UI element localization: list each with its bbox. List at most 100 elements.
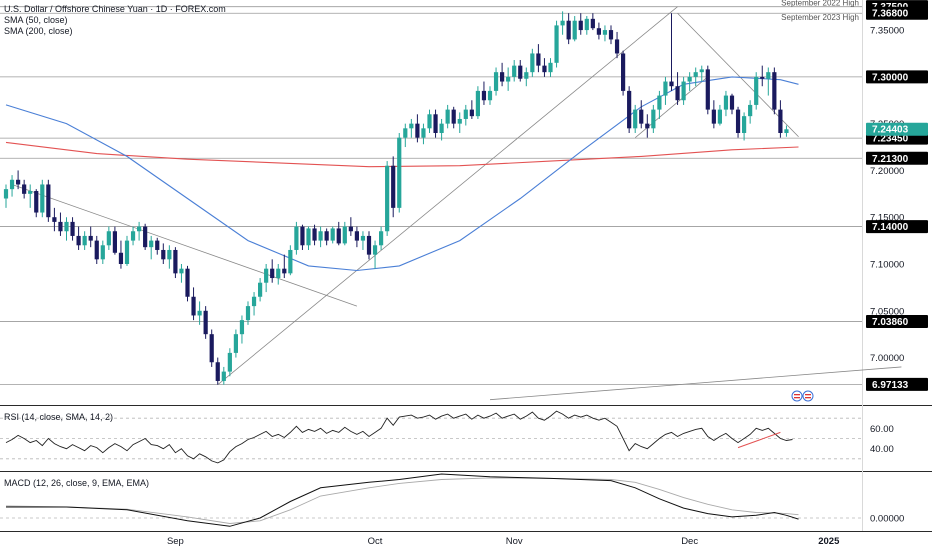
candle-body xyxy=(729,95,735,110)
candle-body xyxy=(336,228,341,244)
candle-body xyxy=(651,109,656,129)
candle-body xyxy=(167,249,172,260)
candle-body xyxy=(221,371,226,381)
last-price-tag-bg xyxy=(866,122,928,136)
candle-body xyxy=(179,268,184,274)
y-tick-label: 7.15000 xyxy=(870,213,904,224)
candle-body xyxy=(149,240,154,248)
candle-body xyxy=(40,184,45,213)
event-flag-stripe xyxy=(805,397,811,399)
candle-body xyxy=(94,240,99,260)
candle-body xyxy=(536,53,541,66)
candle-body xyxy=(614,39,620,54)
price-level-tag-bg xyxy=(866,6,928,20)
trend-line xyxy=(217,6,678,386)
candle-body xyxy=(58,221,63,232)
candle-body xyxy=(608,30,614,40)
macd-line xyxy=(6,473,799,527)
candle-body xyxy=(360,235,366,241)
event-flag-stripe xyxy=(794,394,800,396)
candle-body xyxy=(312,228,317,241)
price-level-tag: 7.36800 xyxy=(872,9,909,20)
candle-body xyxy=(645,123,650,129)
candle-body xyxy=(548,62,553,73)
candle-body xyxy=(493,72,499,91)
candle-body xyxy=(633,109,638,129)
price-level-tag-bg xyxy=(866,151,928,165)
candle-body xyxy=(433,114,438,133)
candle-body xyxy=(699,69,704,73)
event-flag-icon xyxy=(791,390,803,402)
candle-body xyxy=(784,129,789,133)
candle-body xyxy=(578,20,583,31)
candle-body xyxy=(391,165,396,208)
candle-body xyxy=(137,226,142,232)
price-level-tag: 7.21300 xyxy=(872,154,909,165)
candle-body xyxy=(52,217,57,222)
candle-body xyxy=(512,65,517,77)
candle-body xyxy=(500,72,505,82)
candle-body xyxy=(258,282,263,297)
candle-body xyxy=(70,221,75,236)
candle-body xyxy=(427,114,432,129)
candle-body xyxy=(566,20,571,40)
candle-body xyxy=(572,20,577,40)
candle-body xyxy=(639,109,644,124)
candle-body xyxy=(100,245,105,260)
candle-body xyxy=(506,76,511,82)
sma200-legend: SMA (200, close) xyxy=(4,26,73,36)
candle-body xyxy=(354,231,359,241)
candle-body xyxy=(723,95,729,110)
candle-body xyxy=(705,69,710,110)
candle-body xyxy=(233,334,238,353)
candle-body xyxy=(239,320,245,335)
candle-body xyxy=(22,184,27,194)
x-tick-label: 2025 xyxy=(818,536,840,547)
candle-body xyxy=(185,268,190,297)
candle-body xyxy=(766,72,771,79)
candle-body xyxy=(760,76,765,79)
candle-body xyxy=(88,235,93,241)
candle-body xyxy=(778,109,783,133)
last-price-tag: 7.24403 xyxy=(872,125,909,136)
sma200-line xyxy=(5,141,799,168)
chart-legend: U.S. Dollar / Offshore Chinese Yuan · 1D… xyxy=(4,4,226,37)
candle-body xyxy=(754,76,759,105)
rsi-tick-label: 60.00 xyxy=(870,424,894,435)
candle-body xyxy=(324,231,329,241)
candle-body xyxy=(445,109,450,124)
y-tick-label: 7.10000 xyxy=(870,260,904,271)
candle-body xyxy=(409,123,414,129)
candle-body xyxy=(112,231,117,253)
candle-body xyxy=(590,18,595,29)
candle-body xyxy=(106,231,111,246)
trend-line xyxy=(11,184,358,307)
candle-body xyxy=(542,65,547,73)
event-flag-icon xyxy=(802,390,814,402)
candle-body xyxy=(415,123,420,138)
x-tick-label: Sep xyxy=(167,536,184,547)
candle-body xyxy=(155,240,160,250)
price-level-tag: 7.14000 xyxy=(872,222,909,233)
candle-body xyxy=(366,235,372,255)
candle-body xyxy=(16,179,21,185)
candle-body xyxy=(209,334,214,363)
candle-body xyxy=(161,249,166,260)
chart-title: U.S. Dollar / Offshore Chinese Yuan · 1D… xyxy=(4,4,226,14)
price-level-tag: 7.30000 xyxy=(872,72,909,83)
x-tick-label: Nov xyxy=(506,536,523,547)
candle-body xyxy=(711,109,716,124)
candle-body xyxy=(203,310,208,335)
candle-body xyxy=(264,268,269,283)
candle-body xyxy=(330,228,335,241)
candle-body xyxy=(481,90,487,101)
y-tick-label: 7.05000 xyxy=(870,306,904,317)
trend-line xyxy=(489,366,902,401)
candle-body xyxy=(403,128,408,138)
macd-legend: MACD (12, 26, close, 9, EMA, EMA) xyxy=(4,478,150,488)
candle-body xyxy=(191,296,196,316)
price-level-tag-bg xyxy=(866,377,928,391)
x-tick-label: Dec xyxy=(681,536,698,547)
